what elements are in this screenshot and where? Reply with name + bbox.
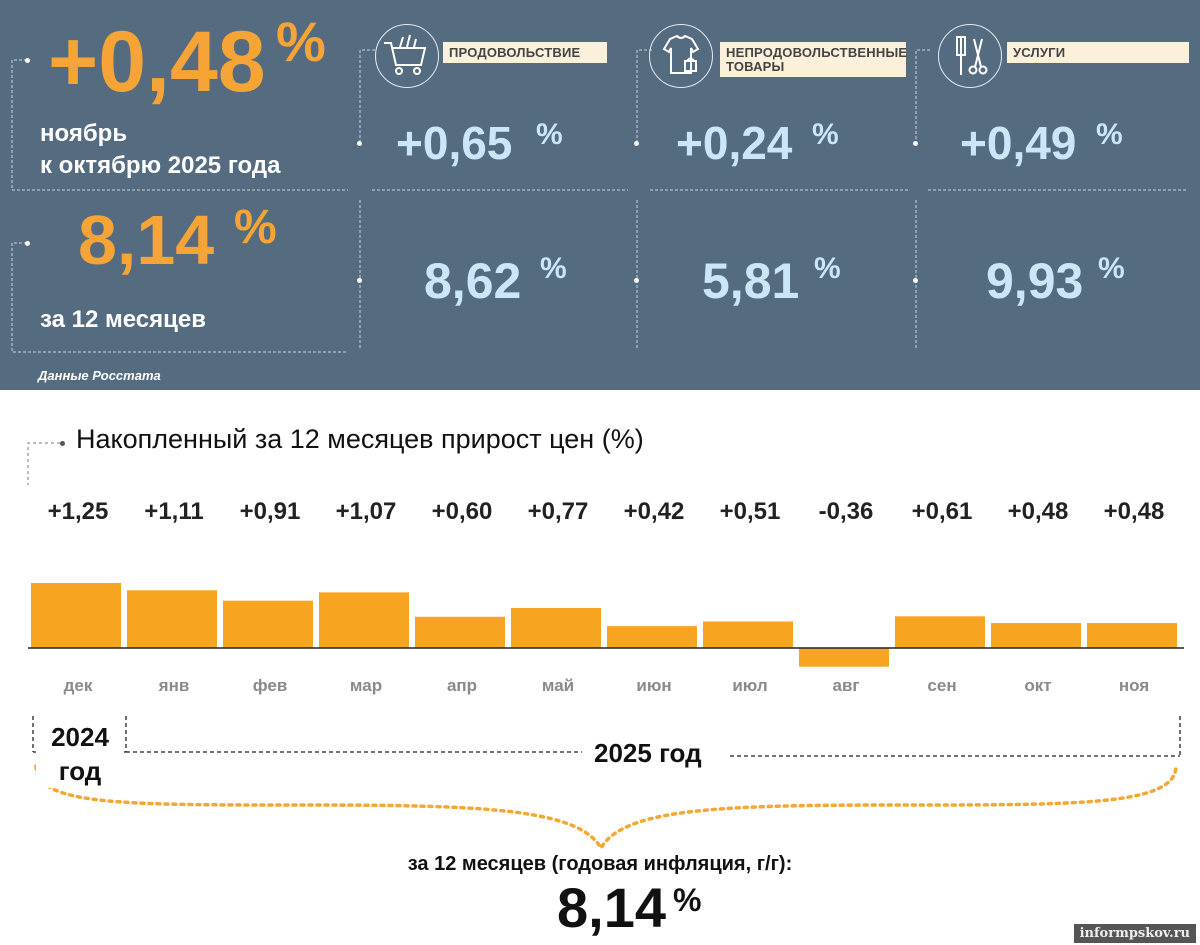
category-services-monthly-percent: %	[1096, 118, 1123, 151]
services-tools-icon	[938, 24, 1002, 88]
value-label-ноя: +0,48	[1103, 498, 1165, 525]
category-food-monthly: +0,65	[396, 116, 512, 170]
bar-дек	[31, 583, 121, 648]
category-services-annual-percent: %	[1098, 252, 1125, 285]
bar-май	[511, 607, 601, 648]
month-label-июн: июн	[636, 676, 672, 695]
month-label-апр: апр	[446, 676, 478, 695]
bar-авг	[799, 648, 889, 667]
bar-фев	[223, 600, 313, 648]
value-label-май: +0,77	[527, 498, 589, 525]
headline-period-line1: ноябрь	[40, 120, 128, 147]
category-services-annual: 9,93	[986, 253, 1084, 309]
bullet-dot	[25, 241, 30, 246]
bullet-dot	[25, 58, 30, 63]
chart-title: Накопленный за 12 месяцев прирост цен (%…	[76, 424, 644, 454]
month-label-янв: янв	[158, 676, 190, 695]
year-2025-label: 2025 год	[590, 738, 706, 769]
month-label-окт: окт	[1024, 676, 1052, 695]
category-services-label: УСЛУГИ	[1007, 42, 1189, 63]
month-label-мар: мар	[349, 676, 383, 695]
category-nonfood-label-line2: ТОВАРЫ	[726, 59, 785, 74]
value-label-сен: +0,61	[911, 498, 973, 525]
clothes-icon	[649, 24, 713, 88]
headline-monthly-percent: %	[276, 10, 326, 73]
watermark: informpskov.ru	[1073, 924, 1196, 943]
category-nonfood-annual: 5,81	[702, 253, 800, 309]
summary-percent: %	[673, 882, 702, 918]
category-nonfood-label: НЕПРОДОВОЛЬСТВЕННЫЕ ТОВАРЫ	[720, 42, 908, 77]
category-services-monthly: +0,49	[960, 117, 1077, 169]
summary-label: за 12 месяцев (годовая инфляция, г/г):	[407, 853, 793, 875]
bar-апр	[415, 616, 505, 648]
bullet-dot	[634, 278, 639, 283]
bullet-dot	[357, 141, 362, 146]
value-label-апр: +0,60	[431, 498, 493, 525]
bar-июл	[703, 621, 793, 648]
headline-monthly-value: +0,48	[48, 14, 266, 110]
value-label-июл: +0,51	[719, 498, 781, 525]
panel-connectors	[11, 49, 1186, 353]
value-label-янв: +1,11	[144, 498, 204, 525]
source-note: Данные Росстата	[38, 368, 161, 383]
category-food-annual-percent: %	[540, 252, 567, 285]
category-food-monthly-value: +0,65	[396, 117, 513, 169]
category-food-label: ПРОДОВОЛЬСТВИЕ	[443, 42, 607, 63]
bar-окт	[991, 623, 1081, 648]
month-label-авг: авг	[832, 676, 860, 695]
annual-percent: %	[234, 201, 277, 254]
month-label-сен: сен	[927, 676, 957, 695]
category-food-annual: 8,62	[424, 253, 522, 309]
bullet-dot	[60, 441, 65, 446]
bullet-dot	[913, 141, 918, 146]
year-2024-line1: 2024	[51, 722, 109, 752]
month-label-дек: дек	[63, 676, 93, 695]
headline-period-line2: к октябрю 2025 года	[40, 152, 281, 179]
value-label-фев: +0,91	[239, 498, 301, 525]
bar-янв	[127, 590, 217, 648]
month-label-июл: июл	[732, 676, 768, 695]
year-2024-line2: год	[58, 756, 102, 786]
category-nonfood-label-line1: НЕПРОДОВОЛЬСТВЕННЫЕ	[726, 45, 908, 60]
shopping-cart-icon	[375, 24, 439, 88]
summary-value: 8,14	[557, 876, 666, 939]
category-nonfood-monthly: +0,24	[676, 117, 793, 169]
year-2024-label: 2024 год	[36, 720, 124, 788]
value-label-июн: +0,42	[623, 498, 685, 525]
value-label-дек: +1,25	[47, 498, 109, 525]
bullet-dot	[634, 141, 639, 146]
value-label-авг: -0,36	[818, 498, 874, 525]
bar-мар	[319, 592, 409, 648]
annual-value: 8,14	[78, 201, 215, 279]
bar-сен	[895, 616, 985, 648]
month-label-фев: фев	[252, 676, 288, 695]
bar-ноя	[1087, 623, 1177, 648]
value-label-окт: +0,48	[1007, 498, 1069, 525]
bar-chart	[28, 583, 1184, 667]
month-label-ноя: ноя	[1118, 676, 1150, 695]
annual-label: за 12 месяцев	[40, 306, 206, 333]
bullet-dot	[357, 278, 362, 283]
month-label-май: май	[541, 676, 575, 695]
category-food-monthly-percent: %	[536, 118, 563, 151]
category-nonfood-annual-percent: %	[814, 252, 841, 285]
value-label-мар: +1,07	[335, 498, 397, 525]
bar-июн	[607, 626, 697, 648]
category-nonfood-monthly-percent: %	[812, 118, 839, 151]
bullet-dot	[913, 278, 918, 283]
